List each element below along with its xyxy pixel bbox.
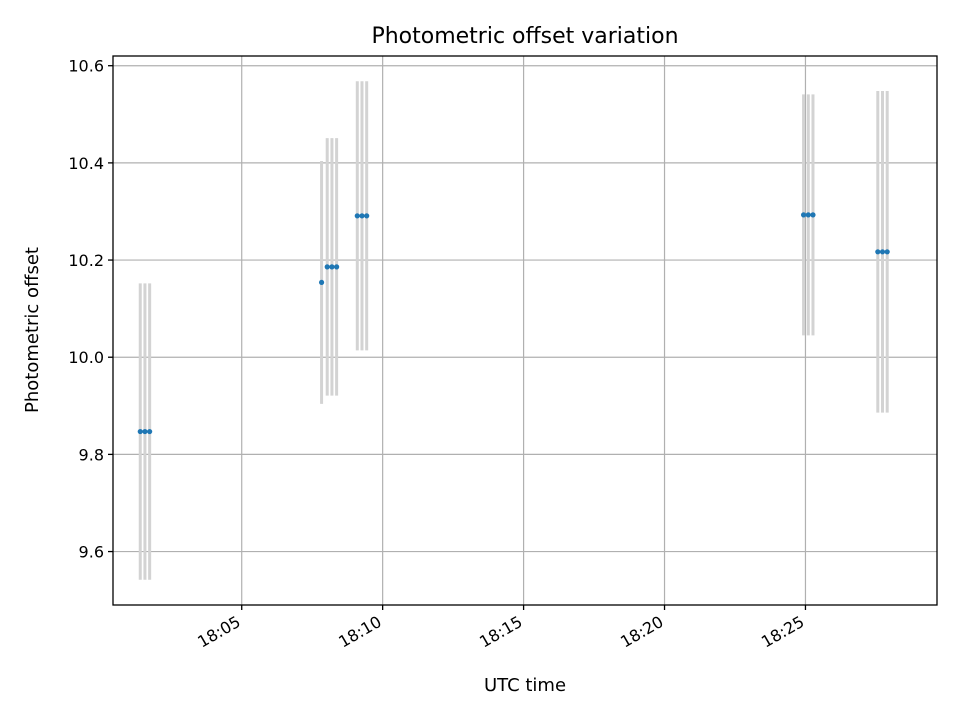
data-point [147,428,153,435]
data-point [359,213,365,219]
y-tick-label: 9.8 [79,445,104,464]
data-point [324,264,330,270]
chart-title: Photometric offset variation [371,24,678,49]
y-tick-label: 9.6 [79,543,104,562]
y-axis-ticks: 9.6 9.8 10.0 10.2 10.4 10.6 [68,57,113,562]
grid-lines [113,56,937,605]
x-axis-ticks: 18:05 18:10 18:15 18:20 18:25 [194,605,807,652]
y-tick-label: 10.6 [68,57,104,76]
data-points [137,212,890,435]
data-point [810,212,816,218]
data-point [354,213,360,219]
x-tick-label: 18:25 [758,612,807,652]
data-point [334,264,340,270]
x-tick-label: 18:20 [617,612,666,652]
y-axis-label: Photometric offset [22,247,43,413]
error-bars [138,81,889,580]
y-tick-label: 10.4 [68,154,104,173]
x-tick-label: 18:15 [476,612,525,652]
x-axis-label: UTC time [484,675,566,696]
data-point [137,428,143,435]
plot-area-frame [112,55,938,606]
data-point [879,249,886,255]
data-point [329,264,335,270]
data-point [364,213,370,219]
data-point [884,249,890,255]
data-point [318,279,325,286]
y-tick-label: 10.2 [68,251,104,270]
data-point [805,212,811,218]
x-tick-label: 18:10 [335,612,384,652]
data-point [800,212,807,218]
y-tick-label: 10.0 [68,348,104,367]
data-point [875,249,881,255]
x-tick-label: 18:05 [194,612,243,652]
data-point [142,428,148,435]
